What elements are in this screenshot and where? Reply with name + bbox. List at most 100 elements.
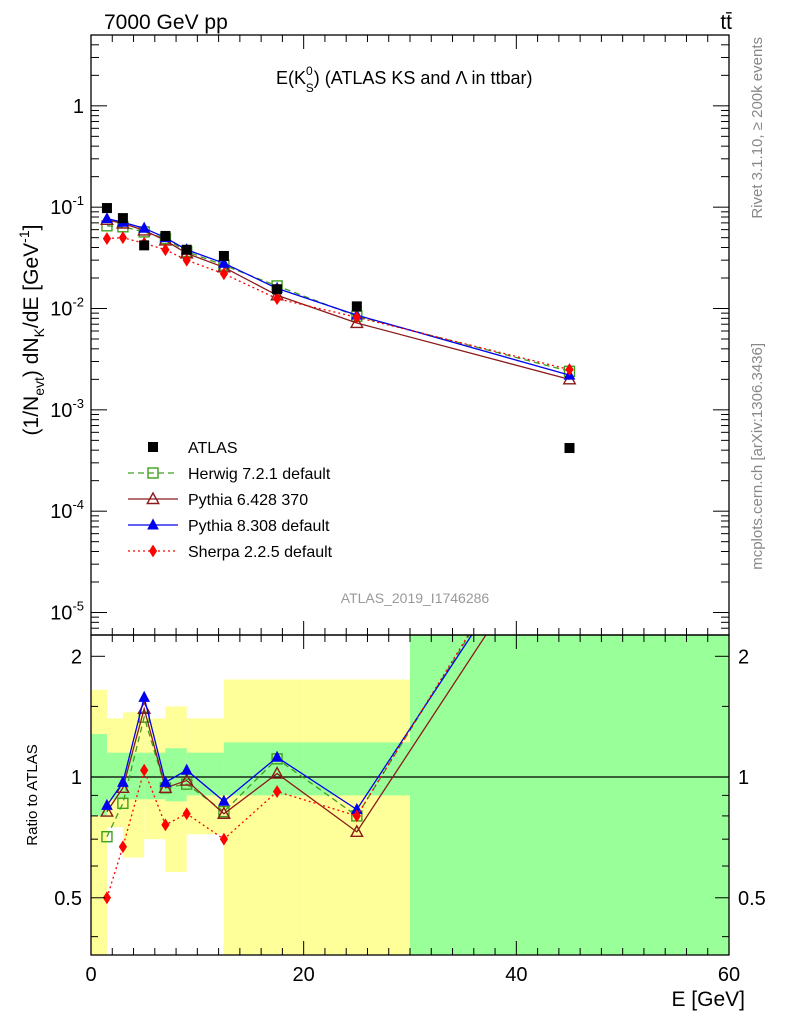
series-point: [101, 212, 113, 224]
ratio-point: [161, 818, 170, 832]
ylabel-sub1: evt: [31, 377, 47, 396]
ratio-line: [106, 635, 487, 833]
x-tick-label: 60: [718, 964, 740, 986]
ratio-tick-label-right: 0.5: [738, 888, 766, 910]
ratio-tick-label-right: 2: [738, 646, 749, 668]
ratio-line: [106, 635, 471, 837]
main-frame: [90, 34, 730, 636]
ratio-point: [101, 798, 113, 810]
ratio-point: [180, 763, 193, 775]
series-point: [118, 231, 127, 245]
legend-marker: [148, 544, 158, 558]
series-point: [219, 267, 229, 281]
y-tick-label: 10-3: [50, 396, 84, 422]
legend-marker: [146, 491, 160, 505]
ratio-point: [219, 832, 229, 846]
ratio-point: [140, 763, 149, 777]
stat-uncertainty-band: [410, 635, 729, 955]
legend-label: Pythia 6.428 370: [188, 492, 308, 509]
legend-marker: [147, 518, 159, 530]
ylabel-c: /dE [GeV: [20, 243, 43, 328]
ratio-point: [102, 891, 112, 905]
ratio-point: [118, 840, 127, 854]
y-tick-label: 10-1: [50, 193, 84, 219]
rivet-label: Rivet 3.1.10, ≥ 200k events: [749, 37, 766, 219]
ratio-point: [218, 794, 230, 806]
stat-uncertainty-band: [122, 752, 145, 800]
data-point: [218, 250, 229, 261]
series-point: [352, 310, 361, 324]
ratio-point: [100, 804, 114, 817]
title-tail: ) (ATLAS KS and Λ in ttbar): [314, 68, 533, 88]
ylabel-a: (1/N: [20, 396, 43, 436]
ratio-uncertainty-bands: [91, 635, 729, 955]
ratio-point: [138, 690, 150, 702]
data-point: [101, 203, 112, 214]
series-point: [218, 256, 230, 268]
y-tick-label: 10-5: [50, 599, 84, 625]
ratio-point: [272, 785, 282, 798]
legend-label: Herwig 7.2.1 default: [188, 466, 331, 483]
series-line: [106, 237, 570, 371]
ylabel-sup: -1: [16, 230, 32, 243]
data-point: [272, 284, 283, 295]
header-right: tt̄: [720, 11, 732, 34]
mcplots-label: mcplots.cern.ch [arXiv:1306.3436]: [749, 343, 766, 570]
ratio-point: [117, 775, 129, 787]
y-tick-label: 10-2: [50, 295, 84, 321]
ratio-point: [117, 797, 129, 810]
x-tick-label: 0: [85, 964, 96, 986]
ratio-point: [271, 750, 283, 762]
series-line: [106, 218, 570, 376]
x-tick-label: 20: [293, 964, 315, 986]
total-uncertainty-band: [91, 689, 107, 955]
data-point: [181, 244, 192, 255]
data-point: [117, 213, 128, 224]
ratio-point: [349, 824, 364, 838]
y-tick-label: 10-4: [50, 497, 84, 523]
ylabel-sub2: K: [31, 327, 47, 337]
series-point: [102, 232, 112, 245]
ratio-point: [216, 806, 231, 819]
title-sup: 0: [306, 64, 313, 78]
chart-title: E(K0 S) (ATLAS KS and Λ in ttbar): [276, 64, 533, 95]
ratio-point: [158, 780, 173, 794]
x-axis-label: E [GeV]: [671, 988, 745, 1011]
legend-marker: [147, 467, 159, 479]
ratio-point: [101, 830, 113, 843]
ratio-point: [179, 773, 194, 786]
series-point: [138, 221, 150, 233]
x-tick-label: 40: [505, 964, 527, 986]
series-point: [349, 315, 364, 329]
analysis-label: ATLAS_2019_I1746286: [341, 590, 490, 606]
ratio-point: [159, 775, 172, 787]
ratio-point: [352, 809, 361, 823]
legend-label: ATLAS: [188, 440, 238, 457]
ylabel-d: ]: [20, 225, 43, 231]
series-point: [565, 363, 574, 376]
series-point: [161, 243, 170, 257]
ratio-tick-label-left: 2: [71, 646, 82, 668]
ylabel-b: ) dN: [20, 337, 43, 377]
ratio-tick-label-left: 1: [71, 767, 82, 789]
ratio-tick-label-left: 0.5: [54, 888, 82, 910]
axes-layer: 0 20 40 60 10-5 10-4 10-3 10-2 10-1 1 0.5 0.5 1 1 2 2: [50, 34, 766, 986]
title-sub: S: [306, 81, 314, 95]
main-series-layer: [100, 203, 577, 454]
legend-label: Sherpa 2.2.5 default: [188, 544, 333, 561]
header-left: 7000 GeV pp: [104, 11, 228, 34]
data-point: [139, 240, 150, 251]
stat-uncertainty-band: [223, 742, 251, 796]
stat-uncertainty-band: [186, 752, 224, 796]
data-point: [564, 443, 575, 454]
series-point: [182, 253, 191, 267]
series-point: [272, 292, 282, 306]
y-axis-label: (1/Nevt) dNK/dE [GeV-1]: [16, 225, 47, 436]
data-point: [351, 301, 362, 312]
ratio-y-axis-label: Ratio to ATLAS: [24, 744, 41, 845]
total-uncertainty-band: [250, 679, 304, 955]
legend-marker: [148, 442, 158, 452]
ratio-series-layer: [100, 635, 487, 905]
ratio-tick-label-right: 1: [738, 767, 749, 789]
